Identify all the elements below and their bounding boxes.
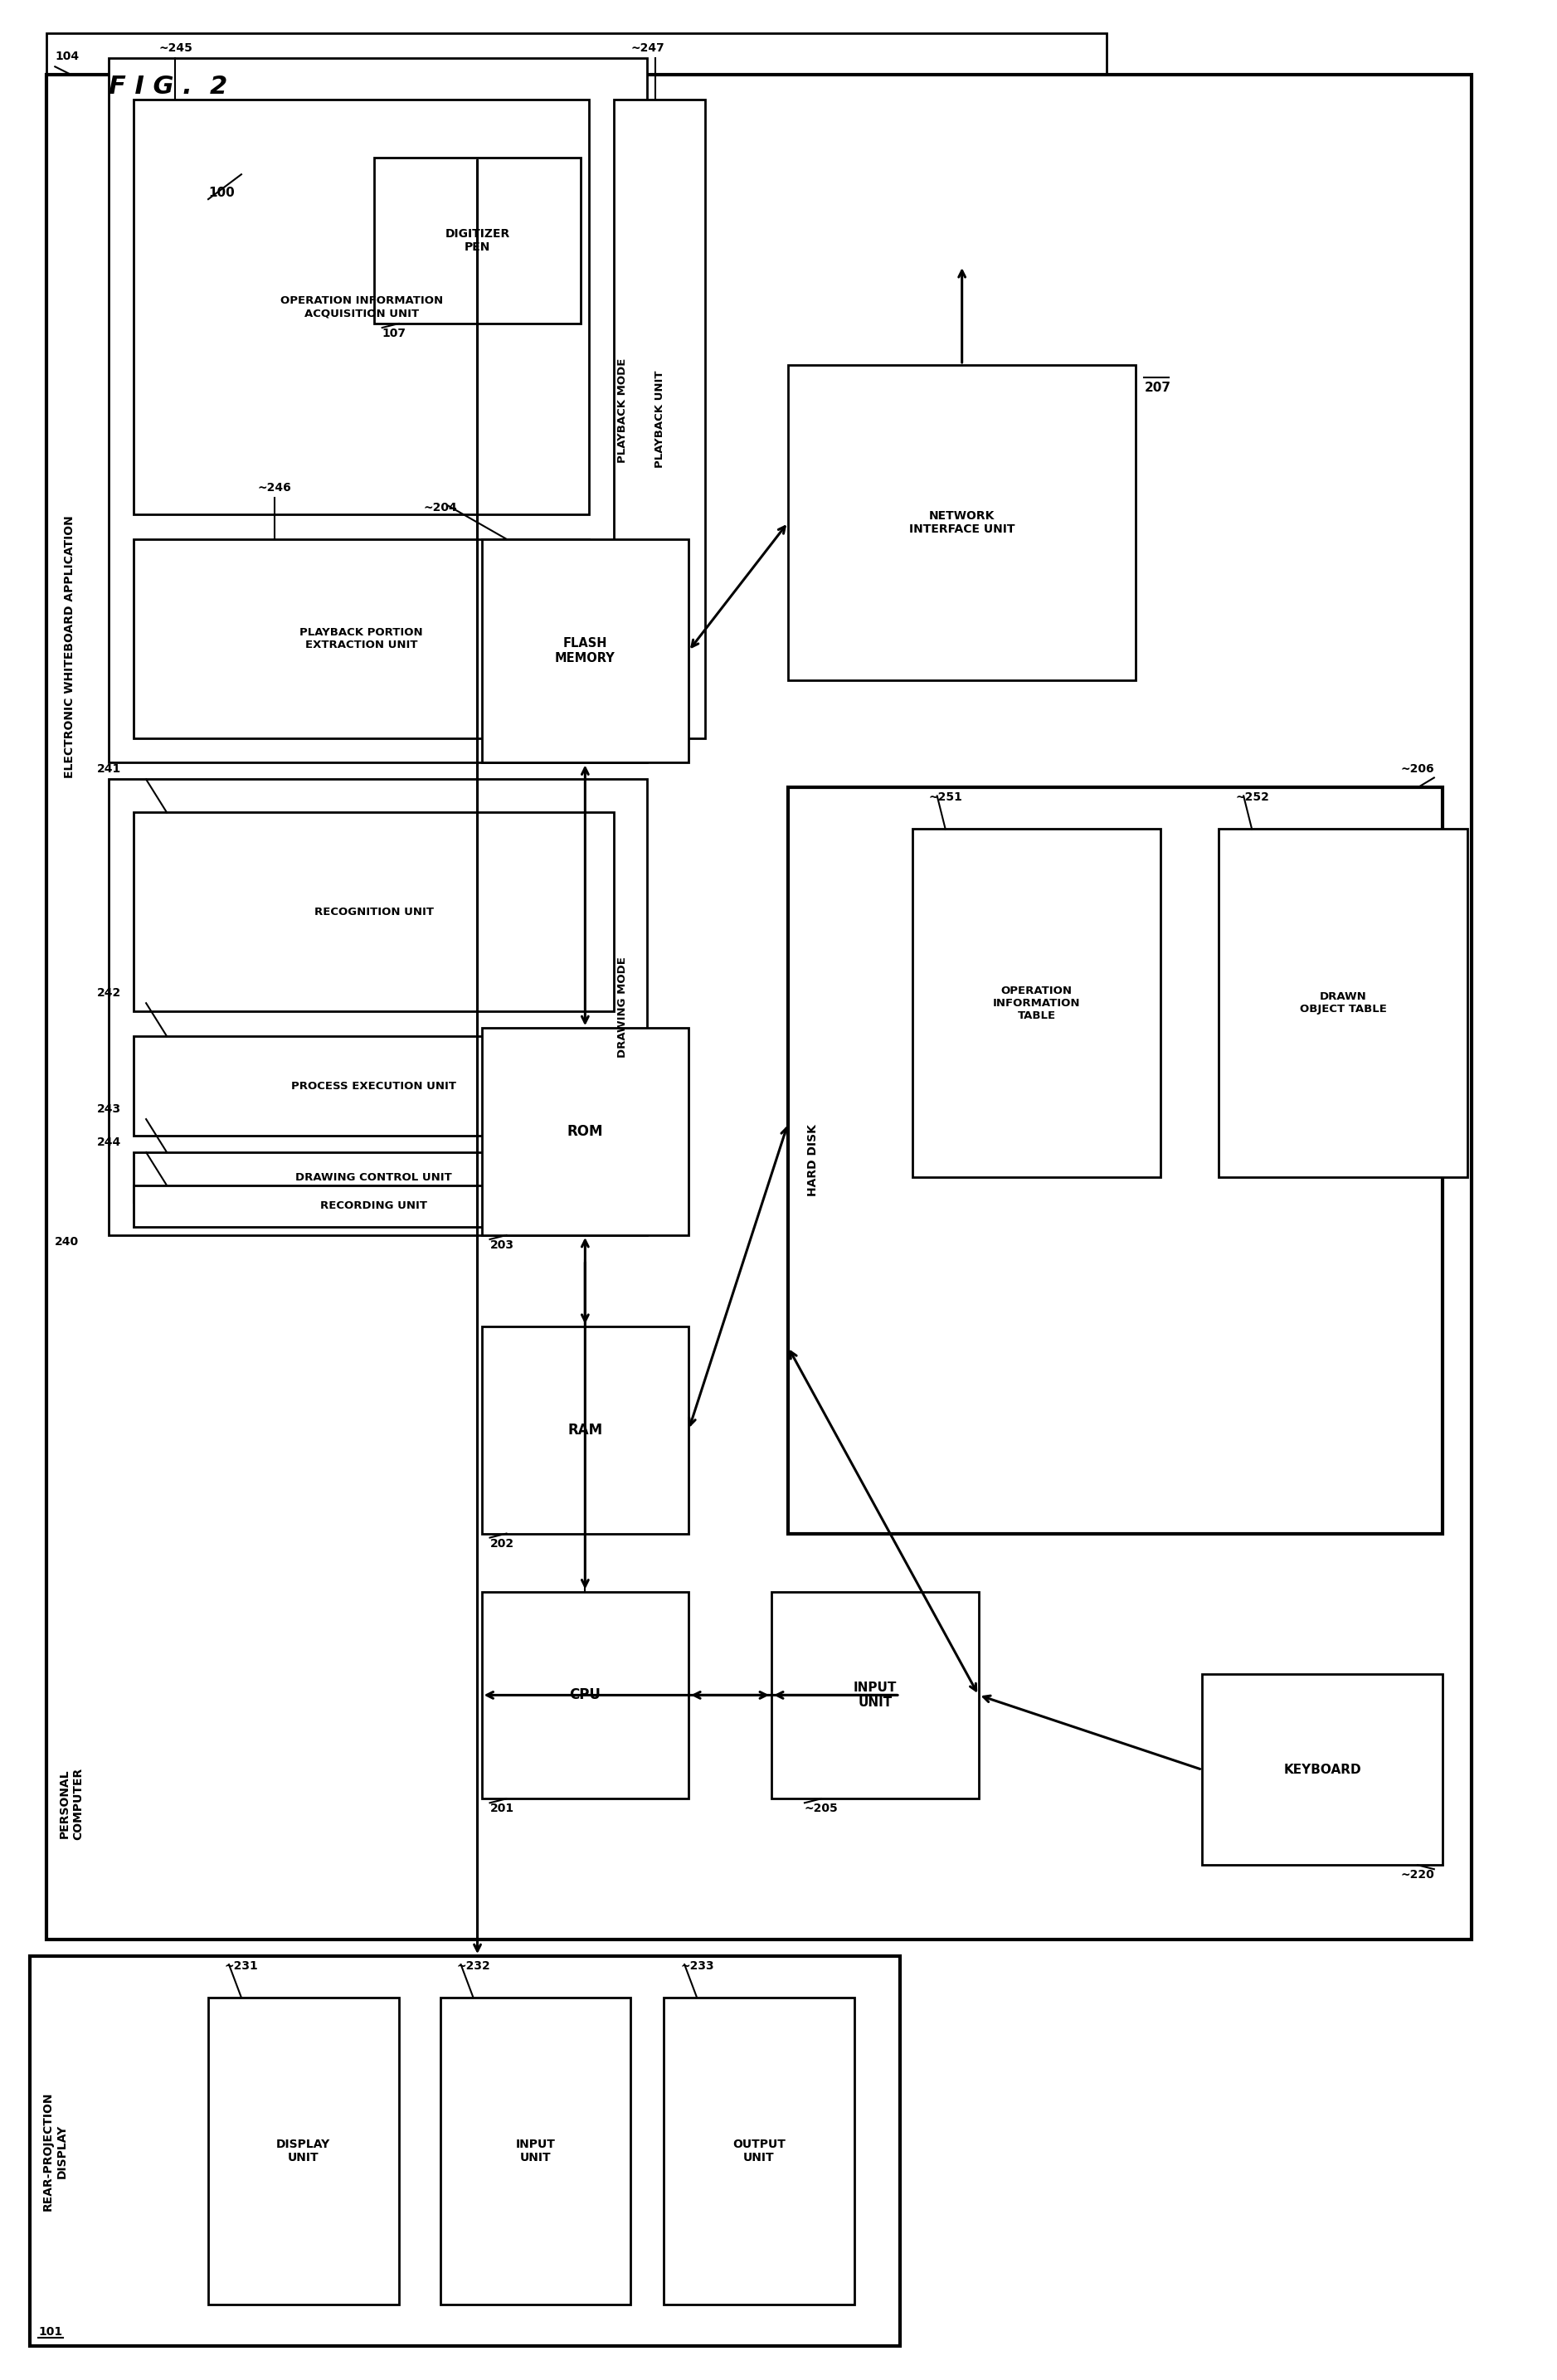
Text: 207: 207	[1144, 381, 1171, 395]
Text: OPERATION INFORMATION
ACQUISITION UNIT: OPERATION INFORMATION ACQUISITION UNIT	[280, 295, 442, 319]
Text: 107: 107	[381, 328, 406, 340]
Bar	[788, 364, 1137, 681]
Text: DRAWING MODE: DRAWING MODE	[617, 957, 627, 1057]
Text: ~220: ~220	[1400, 1868, 1434, 1880]
Bar	[481, 1326, 688, 1533]
Text: PLAYBACK UNIT: PLAYBACK UNIT	[654, 371, 665, 466]
Text: CPU: CPU	[570, 1687, 601, 1702]
Text: 203: 203	[490, 1240, 514, 1252]
Text: DIGITIZER
PEN: DIGITIZER PEN	[445, 228, 509, 252]
Text: INPUT
UNIT: INPUT UNIT	[515, 2137, 556, 2163]
Bar	[109, 60, 648, 762]
Text: ~205: ~205	[805, 1804, 838, 1814]
Text: KEYBOARD: KEYBOARD	[1283, 1764, 1361, 1775]
Text: DISPLAY
UNIT: DISPLAY UNIT	[277, 2137, 330, 2163]
Bar	[134, 538, 589, 738]
Text: ~247: ~247	[631, 43, 665, 55]
Bar	[1202, 1676, 1442, 1866]
Text: DRAWING CONTROL UNIT: DRAWING CONTROL UNIT	[296, 1171, 452, 1183]
Text: 241: 241	[97, 764, 121, 776]
Text: 240: 240	[54, 1235, 79, 1247]
Text: RECORDING UNIT: RECORDING UNIT	[321, 1202, 427, 1211]
Text: 100: 100	[209, 186, 235, 200]
Text: RAM: RAM	[568, 1423, 603, 1438]
Text: FLASH
MEMORY: FLASH MEMORY	[554, 638, 615, 664]
Text: PLAYBACK PORTION
EXTRACTION UNIT: PLAYBACK PORTION EXTRACTION UNIT	[301, 626, 424, 650]
Text: ~204: ~204	[424, 502, 458, 514]
Text: NETWORK
INTERFACE UNIT: NETWORK INTERFACE UNIT	[909, 509, 1015, 536]
Text: OUTPUT
UNIT: OUTPUT UNIT	[732, 2137, 786, 2163]
Text: ~251: ~251	[930, 793, 962, 804]
Text: PROCESS EXECUTION UNIT: PROCESS EXECUTION UNIT	[291, 1081, 456, 1092]
Bar	[481, 1028, 688, 1235]
Text: ELECTRONIC WHITEBOARD APPLICATION: ELECTRONIC WHITEBOARD APPLICATION	[64, 516, 76, 778]
Text: PLAYBACK MODE: PLAYBACK MODE	[617, 357, 627, 464]
Text: DRAWN
OBJECT TABLE: DRAWN OBJECT TABLE	[1300, 992, 1386, 1014]
Text: 202: 202	[490, 1537, 514, 1549]
Bar	[481, 1592, 688, 1799]
Bar	[613, 100, 705, 738]
Text: ROM: ROM	[567, 1123, 603, 1140]
Text: 244: 244	[97, 1138, 121, 1147]
Text: ~246: ~246	[258, 481, 291, 493]
Bar	[771, 1592, 978, 1799]
Text: RECOGNITION UNIT: RECOGNITION UNIT	[315, 907, 433, 916]
Bar	[134, 100, 589, 514]
Text: 101: 101	[39, 2325, 62, 2337]
Bar	[47, 74, 1471, 1940]
Bar	[47, 33, 1107, 1259]
Text: ~245: ~245	[159, 43, 193, 55]
Text: ~231: ~231	[224, 1961, 258, 1973]
Text: 243: 243	[97, 1104, 121, 1114]
Text: INPUT
UNIT: INPUT UNIT	[853, 1683, 897, 1709]
Bar	[134, 1152, 613, 1202]
Bar	[109, 778, 648, 1235]
Bar	[134, 1185, 613, 1226]
Text: 242: 242	[97, 988, 121, 1000]
Text: HARD DISK: HARD DISK	[807, 1123, 819, 1197]
Bar	[788, 788, 1442, 1533]
Bar	[481, 538, 688, 762]
Bar	[912, 828, 1162, 1178]
Bar	[663, 1997, 855, 2304]
Bar	[1219, 828, 1467, 1178]
Text: ~232: ~232	[456, 1961, 490, 1973]
Text: 104: 104	[54, 50, 79, 62]
Text: OPERATION
INFORMATION
TABLE: OPERATION INFORMATION TABLE	[993, 985, 1081, 1021]
Bar	[441, 1997, 631, 2304]
Text: ~233: ~233	[680, 1961, 715, 1973]
Text: F I G .  2: F I G . 2	[109, 74, 227, 100]
Bar	[30, 1956, 900, 2347]
Text: 201: 201	[490, 1804, 514, 1814]
Text: REAR-PROJECTION
DISPLAY: REAR-PROJECTION DISPLAY	[42, 2092, 67, 2211]
Text: ~206: ~206	[1400, 764, 1434, 776]
Text: ~252: ~252	[1235, 793, 1269, 804]
Text: PERSONAL
COMPUTER: PERSONAL COMPUTER	[59, 1768, 84, 1840]
Bar	[134, 1035, 613, 1135]
Bar	[209, 1997, 399, 2304]
Bar	[134, 812, 613, 1012]
Bar	[374, 157, 581, 324]
